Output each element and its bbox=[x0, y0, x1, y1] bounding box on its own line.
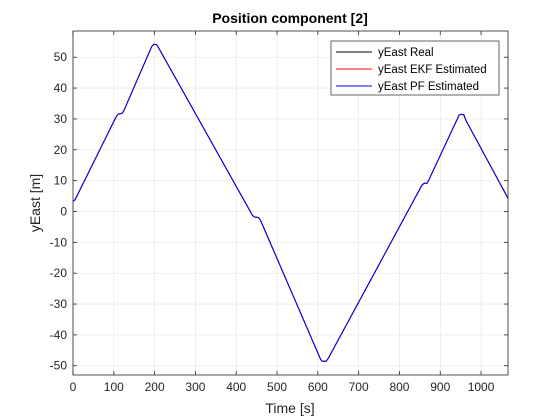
y-tick-label: -40 bbox=[50, 328, 68, 342]
tick-marks bbox=[72, 31, 508, 375]
x-tick-label: 200 bbox=[145, 380, 165, 394]
x-tick-label: 800 bbox=[389, 380, 409, 394]
y-tick-label: -50 bbox=[50, 359, 68, 373]
y-tick-label: 0 bbox=[60, 204, 67, 218]
chart-title: Position component [2] bbox=[212, 10, 368, 26]
y-tick-label: 40 bbox=[54, 81, 68, 95]
legend-label-ekf: yEast EKF Estimated bbox=[378, 64, 487, 76]
x-tick-labels: 0 100 200 300 400 500 600 700 800 900 1000 bbox=[70, 380, 495, 394]
legend-label-pf: yEast PF Estimated bbox=[378, 81, 479, 93]
plot-frame bbox=[72, 30, 509, 376]
legend-label-real: yEast Real bbox=[378, 47, 434, 59]
y-axis-label: yEast [m] bbox=[27, 174, 43, 232]
y-tick-label: -10 bbox=[50, 235, 68, 249]
series-layer bbox=[72, 43, 509, 362]
x-tick-label: 700 bbox=[349, 380, 369, 394]
y-tick-label: 20 bbox=[54, 143, 68, 157]
x-tick-label: 500 bbox=[267, 380, 287, 394]
y-tick-label: 10 bbox=[54, 174, 68, 188]
x-tick-label: 100 bbox=[104, 380, 124, 394]
x-tick-label: 1000 bbox=[468, 380, 495, 394]
x-tick-label: 300 bbox=[185, 380, 205, 394]
x-axis-label: Time [s] bbox=[265, 400, 314, 416]
y-tick-labels: -50 -40 -30 -20 -10 0 10 20 30 40 50 bbox=[50, 50, 68, 373]
x-tick-label: 0 bbox=[70, 380, 77, 394]
x-tick-label: 900 bbox=[430, 380, 450, 394]
y-tick-label: -20 bbox=[50, 266, 68, 280]
x-tick-label: 400 bbox=[226, 380, 246, 394]
series-line-pf bbox=[72, 43, 509, 362]
y-tick-label: -30 bbox=[50, 297, 68, 311]
y-tick-label: 50 bbox=[54, 50, 68, 64]
x-tick-label: 600 bbox=[308, 380, 328, 394]
y-tick-label: 30 bbox=[54, 112, 68, 126]
legend: yEast Real yEast EKF Estimated yEast PF … bbox=[330, 40, 500, 96]
